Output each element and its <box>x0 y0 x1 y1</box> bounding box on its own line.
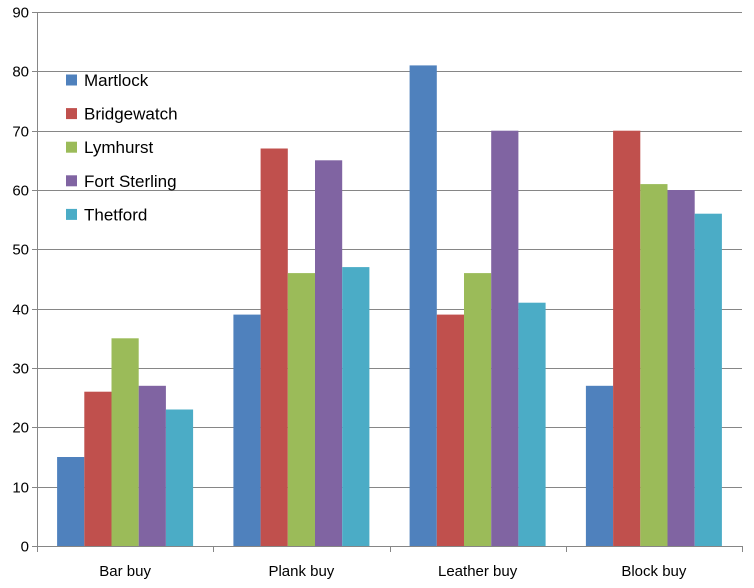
y-tick-label: 20 <box>12 420 29 437</box>
y-tick-label: 70 <box>12 124 29 141</box>
legend-label: Fort Sterling <box>84 172 177 191</box>
bar-fort-sterling <box>138 385 166 546</box>
bar-lymhurst <box>287 273 315 546</box>
bar-thetford <box>518 302 546 546</box>
legend-label: Thetford <box>84 205 147 224</box>
bar-thetford <box>694 213 722 546</box>
legend-swatch-bridgewatch <box>66 108 77 120</box>
bar-bridgewatch <box>613 130 641 546</box>
bar-lymhurst <box>640 184 668 546</box>
y-tick-label: 10 <box>12 480 29 497</box>
bar-martlock <box>57 457 85 546</box>
legend-swatch-martlock <box>66 74 77 86</box>
bar-bridgewatch <box>260 148 288 546</box>
y-tick-label: 40 <box>12 302 29 319</box>
y-tick-label: 30 <box>12 361 29 378</box>
y-tick-label: 60 <box>12 183 29 200</box>
bar-bridgewatch <box>84 391 112 546</box>
x-tick-label: Leather buy <box>438 563 518 580</box>
x-tick-label: Bar buy <box>99 563 151 580</box>
bar-martlock <box>585 385 614 546</box>
legend-label: Martlock <box>84 71 149 90</box>
y-tick-label: 80 <box>12 64 29 81</box>
y-tick-label: 0 <box>21 539 29 556</box>
y-tick-label: 50 <box>12 242 29 259</box>
legend-label: Lymhurst <box>84 138 154 157</box>
bar-lymhurst <box>464 273 492 546</box>
bar-bridgewatch <box>436 314 464 546</box>
legend-label: Bridgewatch <box>84 105 178 124</box>
bar-thetford <box>342 267 370 546</box>
legend-swatch-thetford <box>66 208 77 220</box>
legend-swatch-fort-sterling <box>66 175 77 187</box>
y-tick-label: 90 <box>12 5 29 22</box>
bar-fort-sterling <box>491 130 519 546</box>
bars <box>57 65 722 547</box>
legend-swatch-lymhurst <box>66 141 77 153</box>
bar-fort-sterling <box>315 160 343 547</box>
bar-martlock <box>409 65 437 547</box>
bar-thetford <box>165 409 194 546</box>
legend: Martlock Bridgewatch Lymhurst Fort Sterling… <box>66 71 178 224</box>
bar-martlock <box>233 314 261 546</box>
bar-fort-sterling <box>667 190 695 546</box>
x-tick-label: Plank buy <box>268 563 334 580</box>
x-tick-label: Block buy <box>621 563 687 580</box>
bar-lymhurst <box>111 338 139 546</box>
axes: 0 10 20 30 40 50 60 70 80 90 Bar buy Plank buy Leath… <box>12 5 743 580</box>
